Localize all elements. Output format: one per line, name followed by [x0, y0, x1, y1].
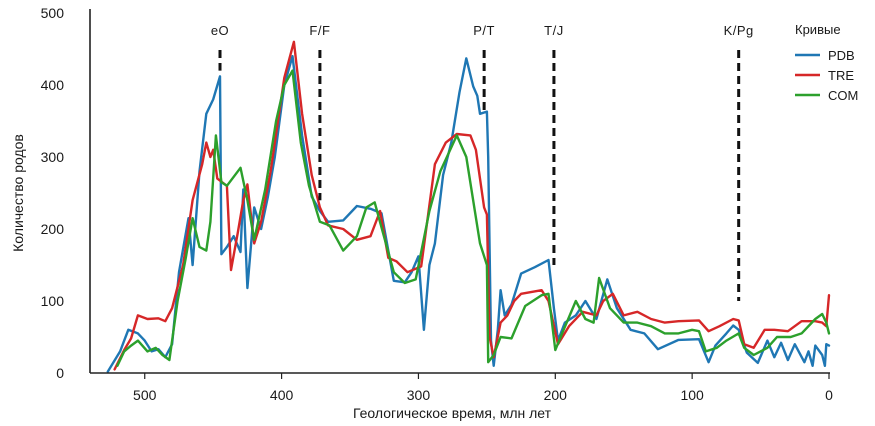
x-tick-label-500: 500: [133, 387, 157, 403]
event-markers: eO F/F P/T T/J K/Pg: [211, 23, 754, 301]
legend-item-tre: TRE: [828, 68, 854, 83]
event-label-p-t: P/T: [473, 23, 495, 38]
x-ticks: 500 400 300 200 100 0: [133, 373, 833, 403]
plot-area: [106, 40, 831, 373]
series-line-tre: [113, 40, 831, 371]
y-axis-label: Количество родов: [10, 134, 26, 252]
event-label-t-j: T/J: [544, 23, 564, 38]
y-tick-label-500: 500: [41, 5, 65, 21]
event-label-eo: eO: [211, 23, 229, 38]
y-ticks: 0 100 200 300 400 500: [41, 5, 65, 381]
event-label-k-pg: K/Pg: [724, 23, 754, 38]
legend-item-pdb: PDB: [828, 48, 855, 63]
y-tick-label-300: 300: [41, 149, 65, 165]
series-line-com: [116, 69, 831, 367]
y-tick-label-0: 0: [56, 365, 64, 381]
legend-item-com: COM: [828, 88, 858, 103]
axes: [89, 9, 830, 374]
y-tick-label-400: 400: [41, 77, 65, 93]
event-label-f-f: F/F: [309, 23, 330, 38]
x-tick-label-400: 400: [270, 387, 294, 403]
x-tick-label-0: 0: [825, 387, 833, 403]
series-line-pdb: [106, 55, 831, 373]
y-tick-label-100: 100: [41, 293, 65, 309]
legend-title: Кривые: [795, 22, 841, 37]
y-tick-label-200: 200: [41, 221, 65, 237]
x-tick-label-200: 200: [544, 387, 568, 403]
x-tick-label-100: 100: [680, 387, 704, 403]
x-tick-label-300: 300: [407, 387, 431, 403]
x-axis-label: Геологическое время, млн лет: [353, 405, 552, 421]
legend: Кривые PDB TRE COM: [795, 22, 858, 103]
